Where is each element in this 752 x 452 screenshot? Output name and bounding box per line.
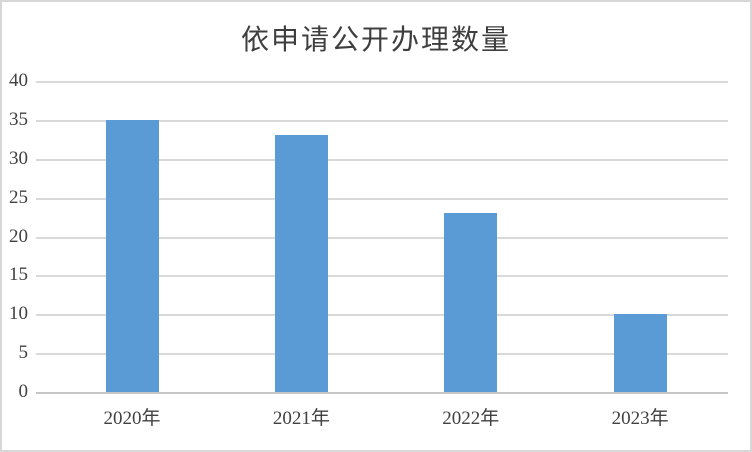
y-tick-label-20: 20 — [9, 225, 28, 247]
gridline-y-25 — [36, 197, 728, 200]
y-tick-label-15: 15 — [9, 264, 28, 286]
bar-2021年 — [274, 135, 328, 392]
x-tick-label-2022年: 2022年 — [442, 408, 500, 429]
x-tick-label-2023年: 2023年 — [611, 408, 669, 429]
y-tick-label-5: 5 — [18, 342, 29, 364]
gridline-y-20 — [36, 236, 728, 239]
x-axis-line — [36, 392, 728, 394]
gridline-y-15 — [36, 275, 728, 278]
gridline-y-30 — [36, 158, 728, 161]
y-tick-label-25: 25 — [9, 186, 28, 208]
y-tick-label-30: 30 — [9, 147, 28, 169]
bar-2022年 — [444, 213, 498, 392]
gridline-y-5 — [36, 353, 728, 356]
x-tick-label-2020年: 2020年 — [103, 408, 161, 429]
y-tick-label-35: 35 — [9, 108, 28, 130]
chart-title: 依申请公开办理数量 — [240, 25, 511, 56]
x-tick-label-2021年: 2021年 — [272, 408, 330, 429]
y-tick-label-10: 10 — [9, 303, 28, 325]
bar-2023年 — [613, 314, 667, 392]
gridline-y-10 — [36, 314, 728, 317]
y-tick-label-40: 40 — [9, 70, 28, 91]
plot-area — [36, 81, 728, 394]
gridline-y-40 — [36, 81, 728, 83]
y-tick-label-0: 0 — [18, 381, 29, 402]
gridline-y-35 — [36, 119, 728, 122]
bar-2020年 — [105, 119, 159, 392]
